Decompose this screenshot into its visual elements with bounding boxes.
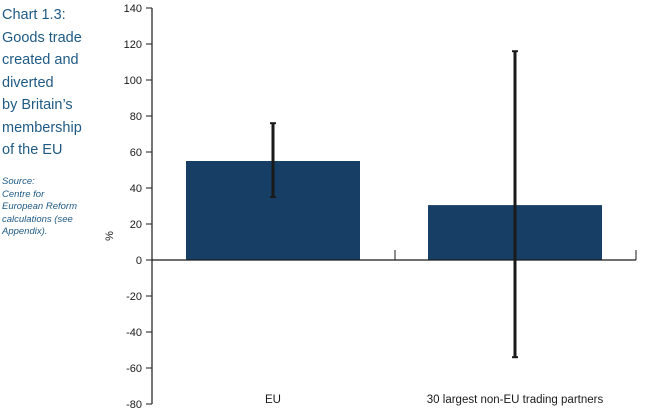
y-tick-label: -40 <box>126 327 142 339</box>
y-tick-label: -60 <box>126 363 142 375</box>
y-axis: 140 120 100 80 60 40 20 0 -20 -40 -60 -80 <box>124 3 153 411</box>
category-labels: EU 30 largest non-EU trading partners <box>265 394 603 406</box>
y-tick-label: 80 <box>130 111 142 123</box>
x-axis <box>151 250 637 261</box>
category-label: 30 largest non-EU trading partners <box>427 394 604 406</box>
y-tick-label: 100 <box>124 75 142 87</box>
y-tick-label: 40 <box>130 183 142 195</box>
y-tick-label: -20 <box>126 291 142 303</box>
y-tick-label: 120 <box>124 39 142 51</box>
bars-group <box>186 161 602 260</box>
y-tick-label: 140 <box>124 3 142 15</box>
error-bars-group <box>270 50 518 359</box>
y-tick-label: 60 <box>130 147 142 159</box>
y-tick-label: 20 <box>130 219 142 231</box>
y-tick-label: 0 <box>136 255 142 267</box>
source-note: Source: Centre for European Reform calcu… <box>2 176 77 237</box>
category-label: EU <box>265 394 281 406</box>
y-tick-label: -80 <box>126 399 142 411</box>
chart-title: Chart 1.3: Goods trade created and diver… <box>2 7 82 158</box>
y-axis-label: % <box>104 231 116 241</box>
